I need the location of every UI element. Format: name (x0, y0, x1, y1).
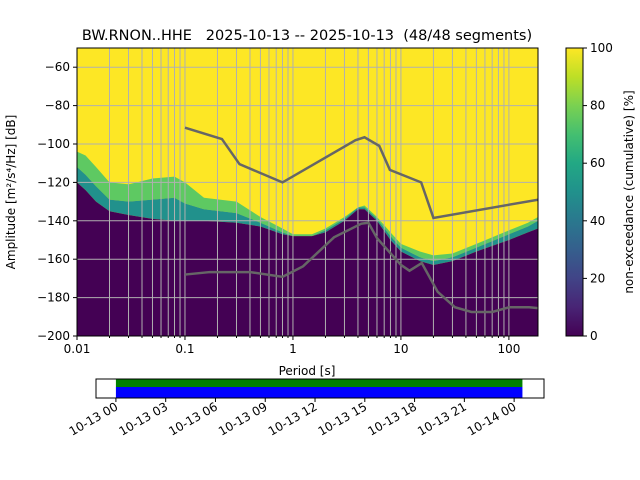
axes: 0.01 0.1 1 10 100 −60 −80 −100 −120 −140 −160 −180 −… (37, 60, 520, 356)
x-tick-label: 0.01 (64, 342, 91, 356)
y-axis-label: Amplitude [m²/s⁴/Hz] [dB] (4, 115, 18, 270)
timeline-tick-label: 10-13 09 (216, 399, 270, 438)
colorbar-tick-label: 80 (590, 99, 605, 113)
grid (77, 48, 538, 336)
timeline-tick-label: 10-14 00 (465, 399, 519, 438)
data-coverage-bar (115, 387, 523, 398)
timeline-tick-label: 10-13 12 (266, 399, 320, 438)
colorbar-tick-label: 100 (590, 41, 613, 55)
processed-coverage-bar (115, 379, 523, 387)
colorbar (565, 47, 584, 337)
colorbar-ticks: 0 20 40 60 80 100 (583, 41, 613, 343)
chart-title: BW.RNON..HHE 2025-10-13 -- 2025-10-13 (4… (82, 28, 532, 44)
colorbar-tick-label: 60 (590, 156, 605, 170)
x-tick-label: 100 (497, 342, 520, 356)
y-tick-label: −140 (37, 214, 70, 228)
timeline-tick-label: 10-13 21 (415, 399, 469, 438)
colorbar-tick-label: 40 (590, 214, 605, 228)
plot-area (77, 48, 538, 336)
y-tick-label: −180 (37, 291, 70, 305)
y-tick-label: −100 (37, 137, 70, 151)
x-tick-label: 0.1 (175, 342, 194, 356)
plot-frame (76, 47, 539, 337)
y-tick-label: −120 (37, 175, 70, 189)
timeline-frame (95, 378, 545, 399)
x-tick-label: 10 (393, 342, 408, 356)
timeline-tick-label: 10-13 18 (365, 399, 419, 438)
colorbar-tick-label: 20 (590, 271, 605, 285)
timeline-tick-label: 10-13 15 (316, 399, 370, 438)
timeline-tick-label: 10-13 03 (116, 399, 170, 438)
colorbar-label: non-exceedance (cumulative) [%] (622, 90, 636, 293)
noise-models (184, 126, 538, 314)
y-tick-label: −200 (37, 329, 70, 343)
nlnm-curve (184, 221, 538, 314)
y-tick-label: −160 (37, 252, 70, 266)
nhnm-curve (184, 126, 538, 220)
y-tick-label: −60 (45, 60, 70, 74)
timeline-tick-label: 10-13 06 (166, 399, 220, 438)
timeline-tick-label: 10-13 00 (67, 399, 121, 438)
colorbar-tick-label: 0 (590, 329, 598, 343)
x-axis-label: Period [s] (279, 364, 336, 378)
x-tick-label: 1 (289, 342, 297, 356)
y-tick-label: −80 (45, 99, 70, 113)
ppsd-band-lower (77, 167, 538, 265)
